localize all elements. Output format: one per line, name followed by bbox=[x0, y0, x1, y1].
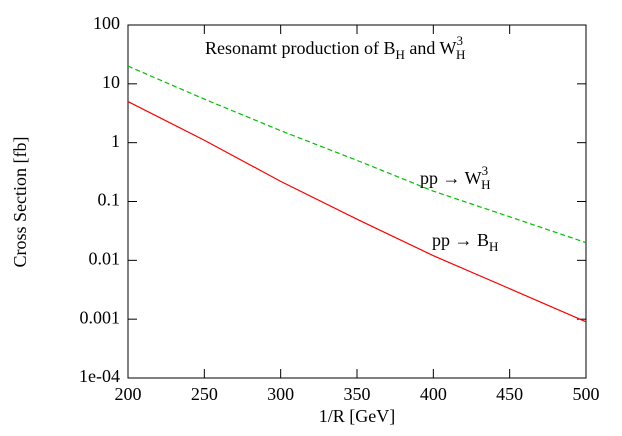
text-part: H bbox=[481, 177, 490, 192]
chart-title: Resonamt production of BH and W3 H bbox=[205, 33, 465, 62]
y-axis-label: Cross Section [fb] bbox=[10, 137, 30, 268]
series-label: pp → BH bbox=[432, 230, 498, 254]
series-label: pp → W3 H bbox=[420, 163, 491, 192]
y-tick-label: 0.001 bbox=[80, 307, 121, 327]
series-line bbox=[127, 101, 587, 323]
text-part: Resonamt production of B bbox=[205, 38, 395, 58]
text-part: H bbox=[489, 239, 498, 254]
text-part: pp → B bbox=[432, 230, 489, 250]
y-tick-label: 1e-04 bbox=[79, 366, 120, 386]
x-axis-label: 1/R [GeV] bbox=[319, 406, 395, 426]
x-tick-label: 400 bbox=[420, 384, 447, 404]
y-tick-label: 0.01 bbox=[89, 248, 121, 268]
series-line bbox=[127, 65, 587, 244]
x-tick-label: 350 bbox=[344, 384, 371, 404]
x-tick-label: 300 bbox=[267, 384, 294, 404]
y-tick-label: 10 bbox=[102, 72, 120, 92]
x-tick-label: 500 bbox=[573, 384, 600, 404]
y-tick-label: 1 bbox=[111, 131, 120, 151]
x-tick-label: 250 bbox=[191, 384, 218, 404]
text-part: and W bbox=[405, 38, 457, 58]
x-tick-label: 450 bbox=[496, 384, 523, 404]
y-tick-label: 100 bbox=[93, 13, 120, 33]
text-part: 3 bbox=[457, 33, 464, 48]
y-tick-label: 0.1 bbox=[98, 190, 121, 210]
text-part: H bbox=[456, 47, 465, 62]
text-part: pp → W bbox=[420, 168, 482, 188]
x-tick-label: 200 bbox=[115, 384, 142, 404]
text-part: H bbox=[395, 47, 404, 62]
text-part: 3 bbox=[482, 163, 489, 178]
plot-frame bbox=[127, 24, 587, 379]
